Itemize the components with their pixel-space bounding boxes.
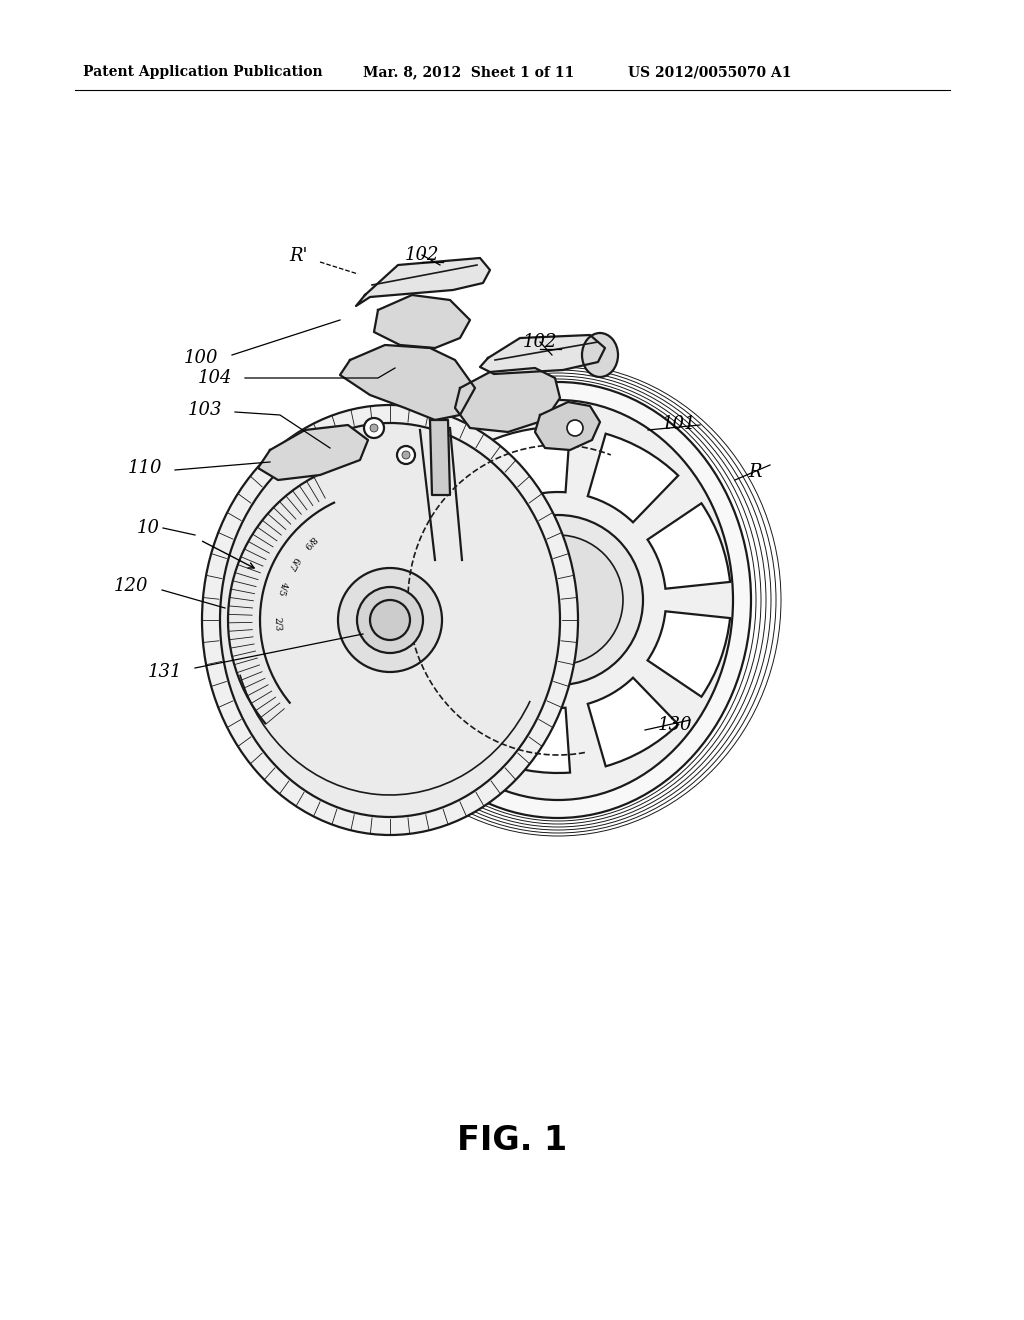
Text: 130: 130: [658, 715, 692, 734]
Wedge shape: [402, 461, 495, 553]
Circle shape: [567, 420, 583, 436]
Text: 120: 120: [114, 577, 148, 595]
Text: 110: 110: [128, 459, 162, 477]
Wedge shape: [487, 426, 570, 502]
Text: Patent Application Publication: Patent Application Publication: [83, 65, 323, 79]
Text: 2/3: 2/3: [273, 616, 283, 631]
Wedge shape: [588, 434, 678, 523]
Polygon shape: [356, 257, 490, 306]
Ellipse shape: [383, 400, 733, 800]
Polygon shape: [258, 425, 368, 480]
Text: 6/7: 6/7: [286, 556, 300, 573]
Text: 102: 102: [404, 246, 439, 264]
Text: 4/5: 4/5: [276, 581, 289, 598]
Ellipse shape: [338, 568, 442, 672]
Ellipse shape: [202, 405, 578, 836]
Text: US 2012/0055070 A1: US 2012/0055070 A1: [628, 65, 792, 79]
Circle shape: [402, 451, 410, 459]
Circle shape: [397, 446, 415, 465]
Wedge shape: [487, 698, 570, 774]
Text: R': R': [290, 247, 308, 265]
Polygon shape: [374, 294, 470, 348]
Text: R: R: [748, 463, 762, 480]
Ellipse shape: [220, 422, 560, 817]
Ellipse shape: [493, 535, 623, 665]
Text: 102: 102: [522, 333, 557, 351]
Wedge shape: [402, 647, 495, 741]
Text: 101: 101: [662, 414, 696, 433]
Circle shape: [370, 424, 378, 432]
Polygon shape: [535, 403, 600, 450]
Text: 103: 103: [187, 401, 222, 418]
Wedge shape: [647, 611, 730, 697]
Wedge shape: [385, 558, 454, 642]
Text: Mar. 8, 2012  Sheet 1 of 11: Mar. 8, 2012 Sheet 1 of 11: [362, 65, 574, 79]
Ellipse shape: [365, 381, 751, 818]
Text: 104: 104: [198, 370, 232, 387]
Wedge shape: [647, 503, 730, 589]
Text: 10: 10: [137, 519, 160, 537]
Text: 131: 131: [147, 663, 182, 681]
Ellipse shape: [370, 601, 410, 640]
Ellipse shape: [582, 333, 618, 378]
Text: 100: 100: [183, 348, 218, 367]
Polygon shape: [430, 420, 450, 495]
Ellipse shape: [357, 587, 423, 653]
Text: FIG. 1: FIG. 1: [457, 1123, 567, 1156]
Polygon shape: [455, 368, 560, 432]
Polygon shape: [340, 345, 475, 420]
Circle shape: [364, 418, 384, 438]
Ellipse shape: [473, 515, 643, 685]
Polygon shape: [480, 335, 605, 374]
Text: 8/9: 8/9: [301, 533, 317, 550]
Wedge shape: [588, 677, 678, 767]
